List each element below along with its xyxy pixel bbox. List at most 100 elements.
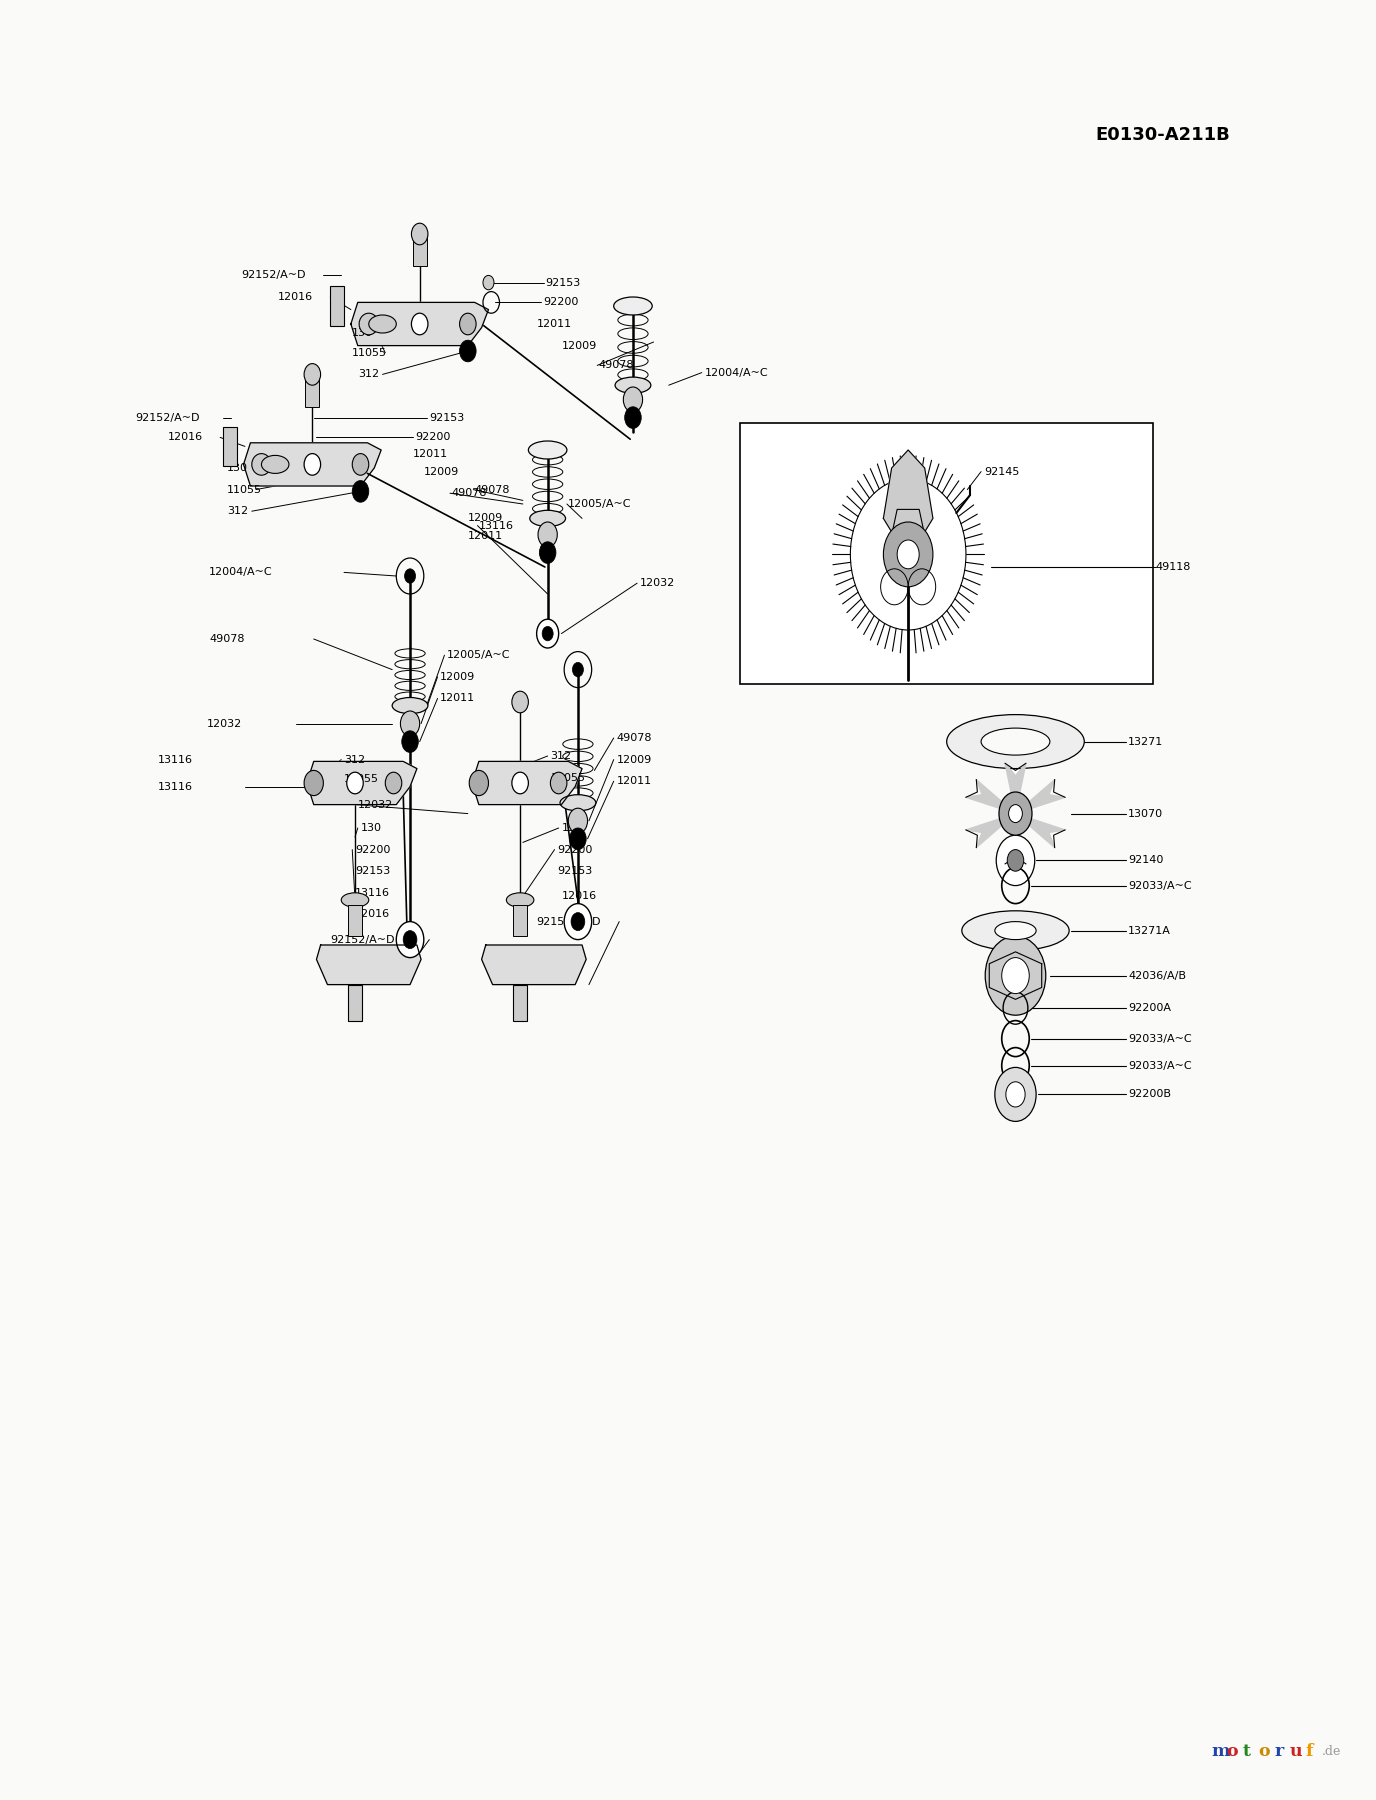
Text: 12011: 12011 xyxy=(616,776,652,787)
Polygon shape xyxy=(966,796,1015,814)
Ellipse shape xyxy=(530,511,566,526)
Circle shape xyxy=(1006,1082,1025,1107)
Text: 92152/A~D: 92152/A~D xyxy=(241,270,305,281)
Text: E0130-A211B: E0130-A211B xyxy=(1095,126,1230,144)
Text: 92152/A~D: 92152/A~D xyxy=(330,934,395,945)
Text: 92152/A~D: 92152/A~D xyxy=(135,412,200,423)
Polygon shape xyxy=(482,945,586,985)
Text: 12009: 12009 xyxy=(468,513,504,524)
Ellipse shape xyxy=(962,911,1069,950)
Circle shape xyxy=(897,540,919,569)
Text: u: u xyxy=(1291,1742,1303,1760)
Text: 92200: 92200 xyxy=(544,297,579,308)
Circle shape xyxy=(550,772,567,794)
Ellipse shape xyxy=(261,455,289,473)
Text: 13116: 13116 xyxy=(479,520,513,531)
Text: 13070: 13070 xyxy=(1128,808,1164,819)
Polygon shape xyxy=(1004,814,1015,864)
Text: 11055: 11055 xyxy=(227,484,261,495)
Circle shape xyxy=(460,340,476,362)
Text: 12009: 12009 xyxy=(440,671,476,682)
Text: 130: 130 xyxy=(361,823,381,833)
Polygon shape xyxy=(244,443,381,486)
Text: 92033/A~C: 92033/A~C xyxy=(1128,1033,1192,1044)
Text: 42036/A/B: 42036/A/B xyxy=(1128,970,1186,981)
Circle shape xyxy=(411,313,428,335)
Text: o: o xyxy=(1227,1742,1238,1760)
Text: 12016: 12016 xyxy=(355,909,391,920)
Circle shape xyxy=(542,626,553,641)
Text: 92200: 92200 xyxy=(416,432,451,443)
Text: 13116: 13116 xyxy=(355,887,389,898)
Circle shape xyxy=(460,313,476,335)
Text: 12032: 12032 xyxy=(358,799,394,810)
Circle shape xyxy=(400,711,420,736)
Text: 12009: 12009 xyxy=(616,754,652,765)
Ellipse shape xyxy=(506,893,534,907)
Circle shape xyxy=(538,522,557,547)
Text: 312: 312 xyxy=(344,754,365,765)
Circle shape xyxy=(623,387,643,412)
Text: 92145: 92145 xyxy=(984,466,1020,477)
Ellipse shape xyxy=(359,313,378,335)
Circle shape xyxy=(512,772,528,794)
Text: 11055: 11055 xyxy=(344,774,378,785)
Circle shape xyxy=(1007,850,1024,871)
Text: 12005/A~C: 12005/A~C xyxy=(447,650,510,661)
Text: 12005/A~C: 12005/A~C xyxy=(568,499,632,509)
Ellipse shape xyxy=(995,922,1036,940)
Text: 92153: 92153 xyxy=(545,277,581,288)
Polygon shape xyxy=(307,761,417,805)
Circle shape xyxy=(385,772,402,794)
Circle shape xyxy=(352,481,369,502)
Text: 12011: 12011 xyxy=(468,531,504,542)
Circle shape xyxy=(403,931,417,949)
Polygon shape xyxy=(1015,779,1054,814)
Text: 12032: 12032 xyxy=(640,578,676,589)
Ellipse shape xyxy=(560,796,596,810)
Text: f: f xyxy=(1306,1742,1313,1760)
Bar xyxy=(513,905,527,936)
Text: 312: 312 xyxy=(550,751,571,761)
Text: 49078: 49078 xyxy=(209,634,245,644)
Text: 12016: 12016 xyxy=(168,432,204,443)
Text: 92200A: 92200A xyxy=(1128,1003,1171,1013)
Bar xyxy=(513,985,527,1021)
Text: 130: 130 xyxy=(352,328,373,338)
Circle shape xyxy=(402,731,418,752)
Circle shape xyxy=(572,662,583,677)
Text: 49078: 49078 xyxy=(475,484,510,495)
Bar xyxy=(330,286,344,326)
Text: 11055: 11055 xyxy=(352,347,387,358)
Circle shape xyxy=(571,913,585,931)
Polygon shape xyxy=(966,814,1015,832)
Text: m: m xyxy=(1211,1742,1229,1760)
Circle shape xyxy=(352,454,369,475)
Polygon shape xyxy=(351,302,488,346)
Text: 12009: 12009 xyxy=(424,466,460,477)
Ellipse shape xyxy=(947,715,1084,769)
Ellipse shape xyxy=(615,378,651,394)
Polygon shape xyxy=(1015,814,1026,864)
Ellipse shape xyxy=(341,893,369,907)
Polygon shape xyxy=(1015,814,1065,832)
Circle shape xyxy=(570,828,586,850)
Circle shape xyxy=(469,770,488,796)
Text: 130: 130 xyxy=(227,463,248,473)
Circle shape xyxy=(347,772,363,794)
Ellipse shape xyxy=(369,315,396,333)
Text: 92200B: 92200B xyxy=(1128,1089,1171,1100)
Text: 49078: 49078 xyxy=(616,733,652,743)
Text: 92153: 92153 xyxy=(557,866,593,877)
Text: r: r xyxy=(1274,1742,1284,1760)
Text: .de: .de xyxy=(1322,1744,1342,1759)
Text: 12009: 12009 xyxy=(561,340,597,351)
Circle shape xyxy=(996,835,1035,886)
Text: 312: 312 xyxy=(358,369,378,380)
Circle shape xyxy=(411,223,428,245)
Circle shape xyxy=(564,904,592,940)
Polygon shape xyxy=(1015,814,1054,848)
Text: 11055: 11055 xyxy=(550,772,585,783)
Polygon shape xyxy=(977,779,1015,814)
Text: 130: 130 xyxy=(561,823,582,833)
